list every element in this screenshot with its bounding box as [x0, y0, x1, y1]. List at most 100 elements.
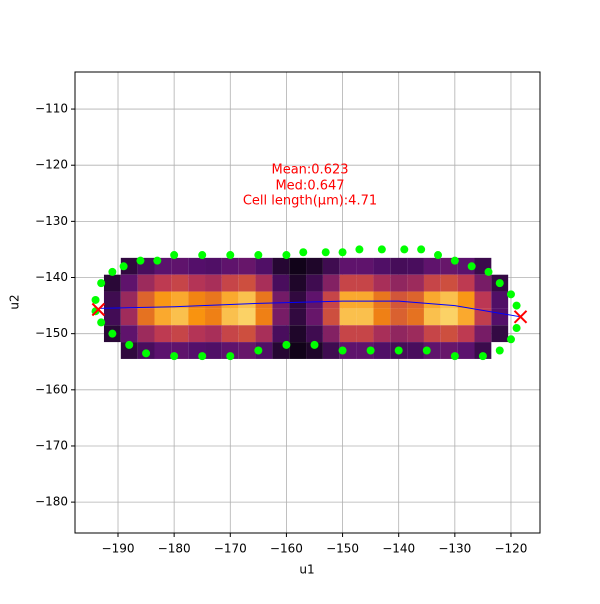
y-axis-label: u2: [8, 294, 22, 309]
heat-cell: [188, 291, 206, 309]
heat-cell: [103, 274, 121, 292]
heat-cell: [221, 325, 239, 343]
x-tick-label: −140: [382, 542, 415, 556]
heat-cell: [188, 257, 206, 275]
heat-cell: [205, 274, 222, 292]
heat-cell: [390, 257, 408, 275]
heat-cell: [289, 274, 307, 292]
heat-cell: [171, 308, 189, 326]
heat-cell: [407, 291, 424, 309]
y-tick-label: −180: [35, 495, 68, 509]
heat-cell: [289, 325, 307, 343]
outline-point: [108, 267, 117, 276]
x-tick-label: −130: [438, 542, 471, 556]
heat-cell: [474, 308, 492, 326]
y-tick-label: −140: [35, 270, 68, 284]
endpoint-marker: [91, 302, 106, 317]
heat-cell: [474, 342, 492, 359]
heat-cell: [407, 257, 424, 275]
heat-cell: [103, 308, 121, 326]
outline-point: [142, 349, 151, 358]
heat-cell: [221, 308, 239, 326]
outline-point: [108, 329, 117, 338]
heat-cell: [356, 257, 374, 275]
heat-cell: [188, 325, 206, 343]
heat-cell: [457, 342, 475, 359]
plot-frame: [74, 71, 541, 534]
heat-cell: [440, 274, 458, 292]
heat-cell: [205, 342, 222, 359]
heat-cell: [339, 291, 357, 309]
heat-cell: [205, 257, 222, 275]
heat-cell: [339, 342, 357, 359]
outline-point: [450, 352, 459, 361]
heat-cell: [373, 291, 391, 309]
heat-cell: [272, 325, 290, 343]
heat-cell: [390, 291, 408, 309]
x-tick-label: −150: [326, 542, 359, 556]
outline-point: [170, 251, 179, 260]
outline-point: [450, 256, 459, 265]
heat-cell: [255, 291, 273, 309]
outline-point: [484, 267, 493, 276]
heat-cell: [154, 325, 172, 343]
heat-cell: [322, 308, 340, 326]
heat-cell: [491, 308, 509, 326]
heat-cell: [289, 291, 307, 309]
heat-cell: [272, 291, 290, 309]
outline-point: [170, 352, 179, 361]
outline-point: [512, 324, 521, 333]
outline-point: [400, 245, 409, 254]
heat-cell: [255, 257, 273, 275]
heat-cell: [255, 325, 273, 343]
outline-point: [366, 346, 375, 355]
heat-cell: [188, 308, 206, 326]
heat-cell: [255, 342, 273, 359]
heat-cell: [171, 274, 189, 292]
outline-point: [198, 352, 207, 361]
heat-cell: [457, 257, 475, 275]
outline-point: [198, 251, 207, 260]
heat-cell: [238, 274, 256, 292]
x-tick-label: −170: [214, 542, 247, 556]
heat-cell: [255, 308, 273, 326]
heat-cell: [154, 342, 172, 359]
heat-cell: [423, 257, 441, 275]
y-tick-label: −160: [35, 382, 68, 396]
heat-cell: [322, 342, 340, 359]
outline-point: [506, 290, 515, 299]
heat-cell: [339, 308, 357, 326]
outline-point: [338, 346, 347, 355]
heat-cell: [137, 308, 155, 326]
heat-cell: [423, 342, 441, 359]
outline-point: [433, 251, 442, 260]
heat-cell: [322, 274, 340, 292]
heat-cell: [137, 325, 155, 343]
y-tick-label: −110: [35, 102, 68, 116]
heat-cell: [306, 308, 323, 326]
heat-cell: [289, 308, 307, 326]
heat-cell: [120, 257, 138, 275]
heat-cell: [356, 291, 374, 309]
outline-point: [91, 295, 100, 304]
heat-cell: [390, 325, 408, 343]
outline-point: [495, 346, 504, 355]
heat-cell: [491, 325, 509, 343]
heat-cell: [238, 308, 256, 326]
heat-cell: [339, 325, 357, 343]
annotation: Cell length(μm):4.71: [243, 194, 377, 209]
outline-point: [338, 248, 347, 257]
heat-cell: [221, 291, 239, 309]
heat-cell: [390, 308, 408, 326]
plot-area: [75, 72, 540, 533]
outline-point: [478, 352, 487, 361]
outline-point: [125, 340, 134, 349]
heat-cell: [440, 325, 458, 343]
heat-cell: [137, 274, 155, 292]
heat-cell: [221, 257, 239, 275]
heat-cell: [407, 342, 424, 359]
heat-cell: [474, 291, 492, 309]
outline-point: [119, 262, 128, 271]
heat-cell: [255, 274, 273, 292]
